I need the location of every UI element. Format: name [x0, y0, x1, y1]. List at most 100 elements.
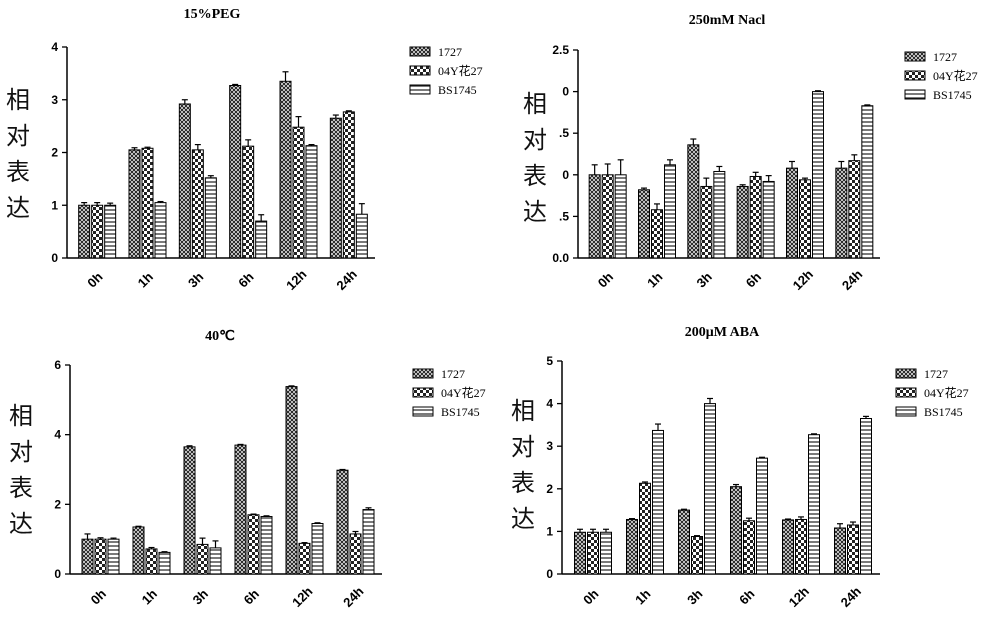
bar-24h-series-1: [834, 527, 846, 575]
bar-3h-series-1: [183, 446, 196, 575]
y-tick-label: 1: [546, 524, 553, 538]
y-tick-label: 0: [562, 85, 569, 99]
bar-24h-series-2: [342, 111, 355, 259]
y-axis-label-char: 表: [511, 469, 535, 497]
x-tick-label: 24h: [839, 267, 865, 293]
y-axis-label-4: 相对表达: [508, 393, 538, 537]
y-tick-label: 4: [51, 40, 58, 54]
legend-swatch-3: [895, 406, 917, 417]
y-axis-label-char: 相: [9, 402, 33, 430]
bar-3h-series-3: [713, 170, 726, 259]
y-tick-label: .5: [559, 126, 569, 140]
bar-6h-series-1: [229, 85, 242, 259]
bar-6h-series-3: [756, 457, 768, 575]
bar-6h-series-2: [743, 520, 755, 575]
bar-3h-series-2: [196, 543, 209, 575]
legend-swatch-2: [895, 387, 917, 398]
bar-3h-series-1: [678, 509, 690, 575]
bar-24h-series-1: [336, 469, 349, 575]
bar-12h-series-1: [279, 80, 292, 259]
bar-6h-series-1: [730, 486, 742, 575]
legend-label-2: 04Y花27: [924, 385, 969, 400]
bar-0h-series-1: [81, 538, 94, 575]
y-axis-label-char: 达: [6, 194, 30, 222]
legend-swatch-2: [409, 65, 431, 76]
bar-24h-series-1: [329, 117, 342, 259]
chart-title: 250mM Nacl: [689, 13, 766, 28]
legend-label-1: 1727: [438, 45, 462, 59]
x-tick-label: 3h: [684, 586, 705, 607]
bar-0h-series-2: [587, 531, 599, 575]
bar-1h-series-2: [639, 482, 651, 575]
bar-6h-series-1: [736, 185, 749, 259]
y-axis-label-char: 相: [523, 90, 547, 118]
x-tick-label: 1h: [644, 269, 665, 290]
y-axis-label-char: 对: [9, 438, 33, 466]
chart-title: 200μM ABA: [685, 325, 760, 340]
bar-6h-series-3: [260, 516, 273, 575]
y-tick-label: 5: [546, 354, 553, 368]
legend-label-1: 1727: [933, 50, 957, 64]
bar-24h-series-3: [861, 105, 874, 259]
bar-12h-series-2: [795, 518, 807, 575]
bar-12h-series-1: [782, 519, 794, 575]
bar-3h-series-1: [687, 144, 700, 259]
x-tick-label: 6h: [241, 586, 262, 607]
bar-1h-series-3: [154, 202, 167, 259]
y-axis-label-2: 相对表达: [520, 86, 550, 230]
legend-swatch-2: [904, 70, 926, 81]
y-axis-label-char: 表: [523, 162, 547, 190]
bar-1h-series-1: [128, 149, 141, 259]
y-axis-label-3: 相对表达: [6, 398, 36, 542]
chart-panel-4: 200μM ABA 0 1 2 3 4 5 0h 1h 3h 6h 12h 24h 1727 04Y花27 B…: [546, 325, 968, 610]
legend-label-1: 1727: [441, 367, 465, 381]
y-tick-label: 4: [54, 428, 61, 442]
legend-label-2: 04Y花27: [441, 385, 486, 400]
x-tick-label: 0h: [84, 269, 105, 290]
bar-12h-series-3: [812, 91, 824, 259]
bar-12h-series-2: [292, 126, 305, 259]
y-tick-label: 0: [54, 567, 61, 581]
y-tick-label: 0.0: [552, 251, 569, 265]
legend-swatch-3: [904, 89, 926, 100]
bar-24h-series-2: [848, 160, 861, 259]
bar-6h-series-3: [255, 220, 268, 259]
x-tick-label: 6h: [736, 586, 757, 607]
bar-3h-series-3: [209, 547, 222, 575]
legend-swatch-1: [409, 46, 431, 57]
y-tick-label: 2: [51, 146, 58, 160]
chart-title: 40℃: [205, 329, 235, 344]
legend-label-3: BS1745: [924, 405, 963, 419]
x-tick-label: 1h: [139, 586, 160, 607]
y-axis-label-char: 对: [6, 122, 30, 150]
y-axis-label-char: 达: [9, 510, 33, 538]
bar-24h-series-2: [847, 524, 859, 575]
x-tick-label: 0h: [88, 586, 109, 607]
x-tick-label: 12h: [289, 584, 315, 610]
bar-0h-series-1: [574, 531, 586, 575]
bar-6h-series-2: [749, 175, 762, 259]
bar-0h-series-2: [601, 174, 614, 259]
bar-3h-series-3: [704, 403, 716, 575]
y-tick-label: 4: [546, 397, 553, 411]
x-tick-label: 6h: [235, 269, 256, 290]
chart-panel-1: 15%PEG 0 1 2 3 4 0h 1h 3h 6h 12h 24h 1727 04Y花27 BS174…: [51, 7, 482, 293]
legend-label-1: 1727: [924, 367, 948, 381]
x-tick-label: 1h: [632, 586, 653, 607]
y-axis-label-char: 表: [9, 474, 33, 502]
y-tick-label: 2: [546, 482, 553, 496]
x-tick-label: 3h: [190, 586, 211, 607]
y-tick-label: 3: [546, 439, 553, 453]
bar-1h-series-2: [651, 209, 663, 259]
y-axis-label-char: 达: [511, 505, 535, 533]
x-tick-label: 3h: [693, 269, 714, 290]
legend-swatch-1: [412, 368, 434, 379]
y-axis-label-char: 达: [523, 198, 547, 226]
bar-12h-series-2: [298, 542, 311, 575]
bar-1h-series-1: [132, 526, 145, 575]
legend-swatch-1: [904, 51, 926, 62]
x-tick-label: 6h: [743, 269, 764, 290]
x-tick-label: 24h: [340, 584, 366, 610]
legend-label-3: BS1745: [933, 88, 972, 102]
